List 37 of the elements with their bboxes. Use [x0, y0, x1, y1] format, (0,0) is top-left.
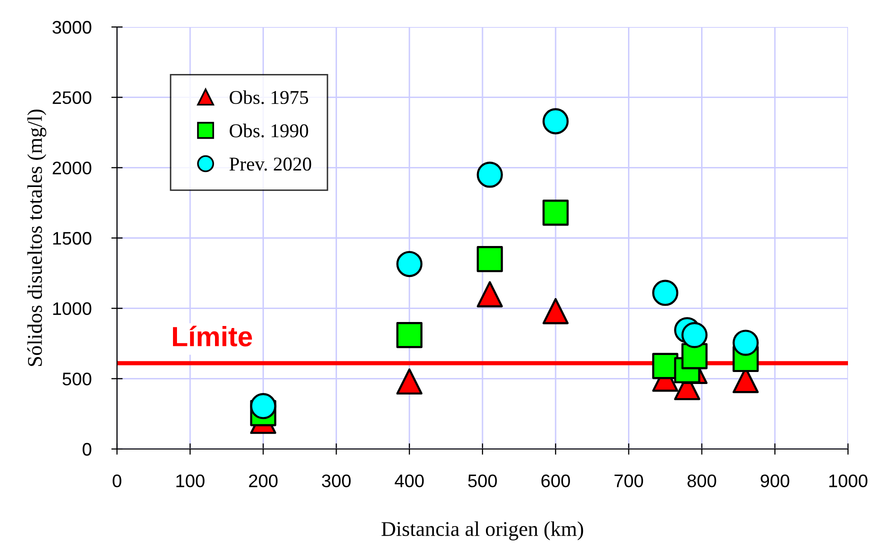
point: [476, 162, 503, 188]
x-tick-label: 400: [394, 474, 424, 488]
point: [542, 200, 569, 226]
x-tick-label: 100: [176, 474, 204, 488]
y-tick-label: 500: [62, 372, 92, 386]
point: [250, 393, 276, 420]
x-tick-label: 1000: [829, 474, 868, 488]
y-tick-label: 3000: [52, 20, 92, 34]
x-tick-label: 200: [249, 474, 278, 488]
point: [652, 280, 678, 306]
x-tick-label: 700: [614, 474, 644, 488]
y-tick-label: 2000: [52, 162, 92, 174]
y-tick-label: 1500: [53, 232, 92, 245]
x-tick-label: 500: [468, 474, 497, 488]
point: [681, 322, 708, 348]
legend-label: Obs. 1990: [230, 124, 308, 138]
point: [542, 108, 569, 134]
x-tick-label: 900: [760, 474, 790, 488]
x-tick-label: 800: [688, 474, 716, 488]
x-tick-label: 0: [112, 474, 122, 488]
legend-label: Prev. 2020: [229, 158, 312, 171]
x-tick-label: 600: [541, 474, 570, 488]
ref-line-label: Límite: [172, 326, 252, 346]
x-axis-title: Distancia al origen (km): [382, 521, 584, 540]
point: [476, 246, 503, 272]
legend-label: Obs. 1975: [230, 90, 308, 104]
y-axis-title: Sólidos disueltos totales (mg/l): [27, 110, 46, 366]
point: [396, 322, 422, 348]
point: [732, 330, 759, 356]
y-tick-label: 1000: [53, 302, 92, 316]
x-tick-label: 300: [322, 474, 351, 488]
point: [542, 298, 569, 324]
point: [476, 281, 503, 308]
y-tick-label: 2500: [52, 91, 92, 104]
y-tick-label: 0: [82, 442, 92, 456]
point: [396, 368, 422, 395]
point: [396, 250, 422, 278]
